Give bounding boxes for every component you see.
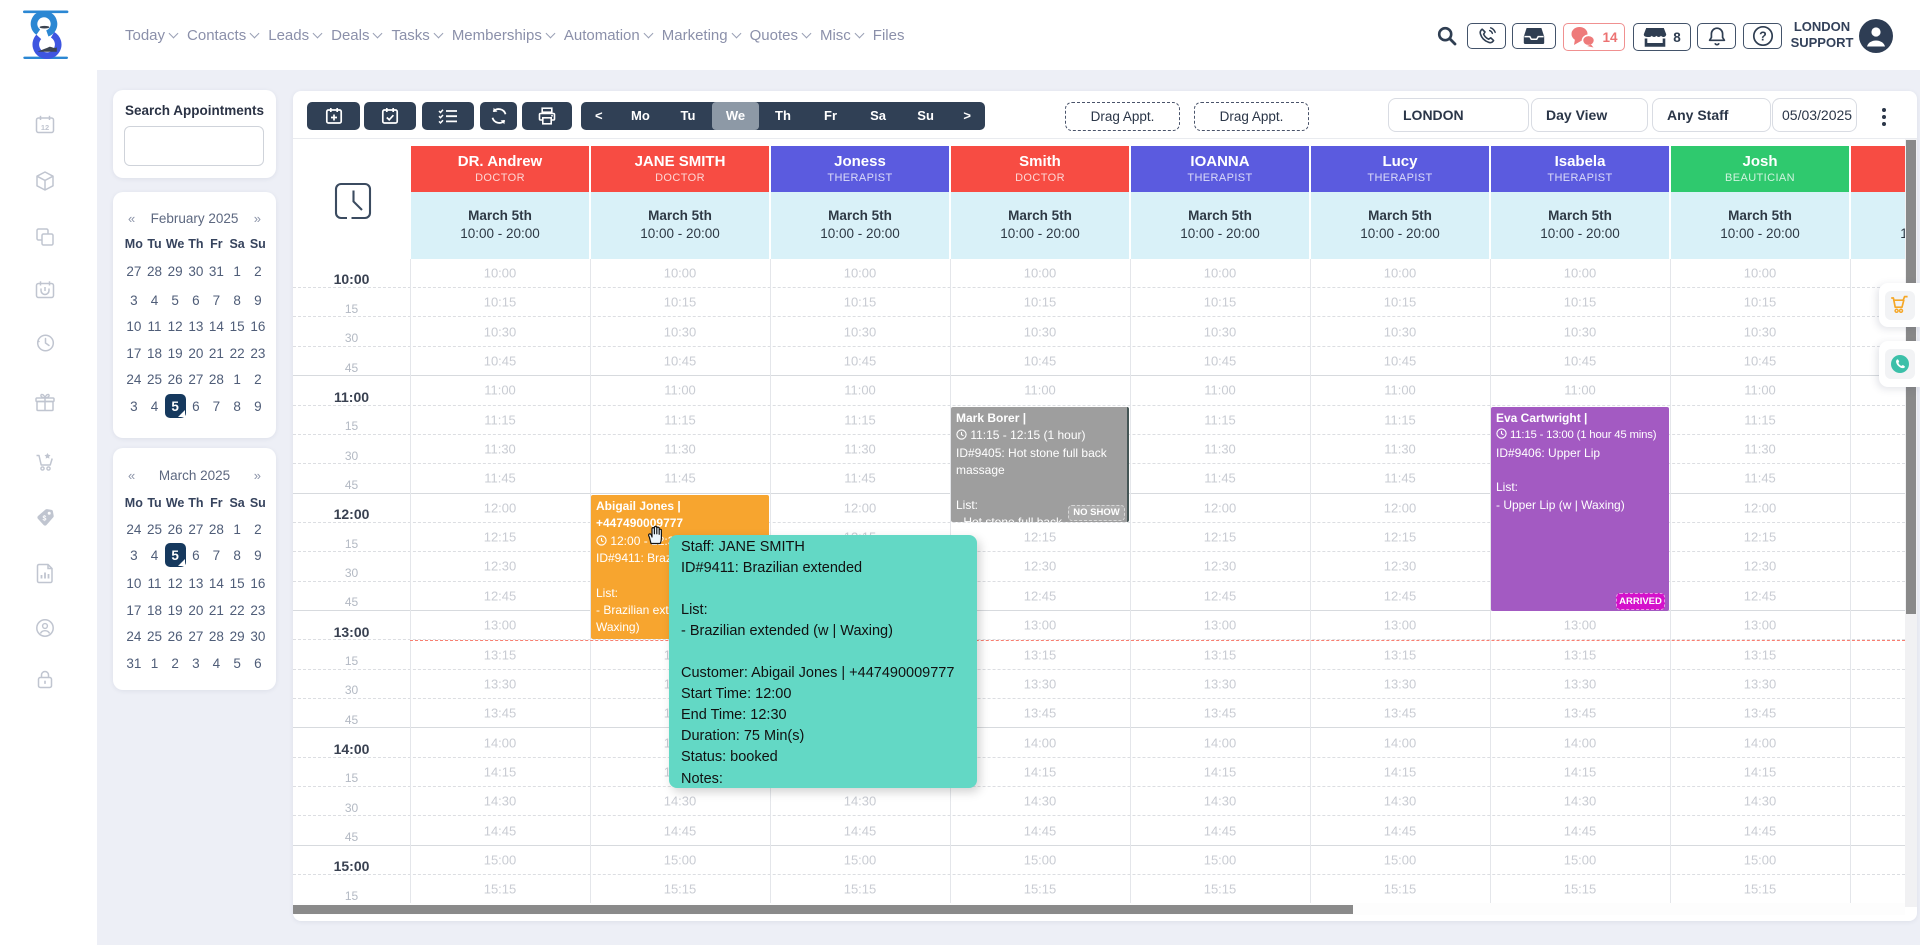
svg-text:$: $	[43, 516, 47, 523]
svg-text:12: 12	[41, 123, 49, 132]
svg-text:?: ?	[1759, 30, 1767, 44]
